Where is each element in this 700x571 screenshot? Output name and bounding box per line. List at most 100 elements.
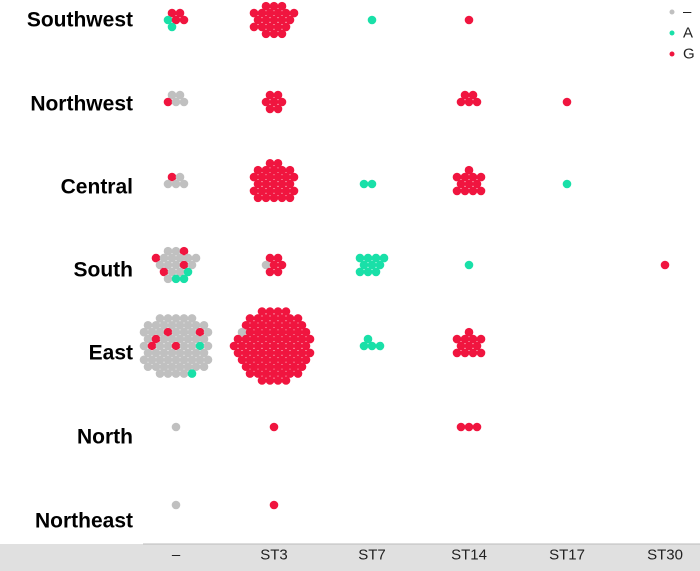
cluster-east-st14 (452, 327, 486, 358)
dot-g (277, 165, 287, 175)
dot-g (285, 193, 295, 203)
dot-a (163, 15, 173, 25)
dot-g (171, 15, 181, 25)
dot-g (456, 422, 466, 432)
cluster-northwest-st17 (562, 97, 572, 107)
dot-g (249, 334, 259, 344)
dot-g (147, 341, 157, 351)
dot-g (464, 422, 474, 432)
dot-g (277, 97, 287, 107)
dot-none (147, 355, 157, 365)
dot-none (203, 327, 213, 337)
dot-g (277, 29, 287, 39)
dot-g (269, 193, 279, 203)
dot-none (179, 179, 189, 189)
dot-a (359, 341, 369, 351)
dot-g (281, 307, 291, 316)
cluster-northwest-st3 (261, 90, 287, 114)
dot-none (171, 369, 181, 378)
dot-g (261, 97, 271, 107)
dot-none (171, 355, 181, 365)
dot-g (249, 321, 259, 330)
dot-g (277, 314, 287, 323)
dot-none (147, 327, 157, 337)
dot-g (285, 15, 295, 25)
dot-none (179, 314, 189, 323)
dot-g (257, 8, 267, 18)
dot-a (367, 341, 377, 351)
dot-g (476, 172, 486, 182)
dot-a (167, 22, 177, 32)
dot-a (195, 341, 205, 351)
dot-none (199, 362, 209, 372)
dot-g (159, 267, 169, 277)
dot-a (171, 274, 181, 284)
dot-g (464, 97, 474, 107)
dot-none (187, 314, 197, 323)
dot-g (249, 8, 259, 18)
dot-g (249, 22, 259, 32)
dot-g (468, 90, 478, 100)
dot-g (229, 341, 239, 351)
dot-g (253, 179, 263, 189)
dot-g (464, 341, 474, 351)
dot-g (456, 97, 466, 107)
dot-g (269, 260, 279, 270)
cluster-northeast-st3 (269, 500, 279, 510)
dot-none (199, 334, 209, 344)
dot-g (452, 186, 462, 196)
dot-g (293, 369, 303, 378)
dot-none (175, 334, 185, 344)
dot-none (183, 348, 193, 358)
x-tick-st30: ST30 (647, 547, 683, 564)
dot-none (143, 362, 153, 372)
dot-none (191, 334, 201, 344)
dot-a (464, 260, 474, 270)
dot-none (163, 260, 173, 270)
dot-g (175, 8, 185, 18)
dot-g (265, 104, 275, 114)
dot-g (245, 355, 255, 365)
dot-g (245, 341, 255, 351)
dot-g (265, 307, 275, 316)
dot-a (367, 260, 377, 270)
dot-none (155, 327, 165, 337)
dot-g (277, 1, 287, 11)
dot-g (277, 15, 287, 25)
dot-g (297, 362, 307, 372)
dot-g (269, 422, 279, 432)
dot-g (265, 348, 275, 358)
dot-none (203, 355, 213, 365)
dot-a (375, 260, 385, 270)
dot-g (253, 193, 263, 203)
dot-none (167, 90, 177, 100)
dot-g (285, 314, 295, 323)
dot-g (562, 97, 572, 107)
dot-g (241, 321, 251, 330)
dot-none (191, 321, 201, 330)
dot-g (660, 260, 670, 270)
dot-g (273, 267, 283, 277)
dot-none (163, 369, 173, 378)
dot-g (151, 334, 161, 344)
dot-none (159, 348, 169, 358)
dot-g (281, 376, 291, 385)
dot-none (155, 341, 165, 351)
dot-g (257, 376, 267, 385)
dot-g (464, 327, 474, 337)
dot-g (269, 97, 279, 107)
dot-g (472, 97, 482, 107)
dot-g (253, 314, 263, 323)
row-label-north: North (77, 426, 133, 449)
dot-none (261, 260, 271, 270)
dot-a (179, 274, 189, 284)
dot-g (285, 341, 295, 351)
dot-g (285, 165, 295, 175)
legend-label-g: G (683, 46, 695, 63)
cluster-southwest-st14 (464, 15, 474, 25)
dot-g (179, 246, 189, 256)
dot-g (476, 348, 486, 358)
dot-g (269, 179, 279, 189)
dot-g (265, 172, 275, 182)
dot-g (293, 341, 303, 351)
